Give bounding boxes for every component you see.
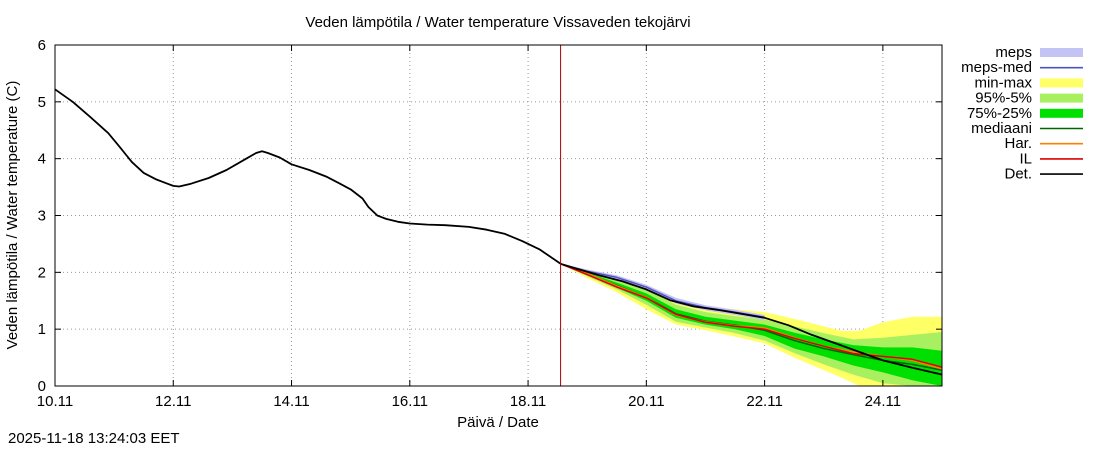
x-tick-label: 16.11 — [392, 393, 428, 410]
il-series-line — [560, 263, 942, 368]
timestamp: 2025-11-18 13:24:03 EET — [8, 430, 180, 447]
y-tick-label: 3 — [38, 208, 46, 225]
x-tick-label: 10.11 — [37, 393, 73, 410]
legend-label-har: Har. — [1004, 135, 1032, 152]
y-tick-label: 2 — [38, 264, 46, 281]
y-tick-label: 5 — [38, 94, 46, 111]
legend-label-det: Det. — [1004, 166, 1032, 183]
tick-layer: 0 1 2 3 4 5 6 10.11 12.11 14.11 16.11 18.11 20.11 22.… — [37, 37, 942, 410]
p75_25-band — [560, 263, 942, 386]
x-tick-label: 20.11 — [628, 393, 664, 410]
x-tick-label: 18.11 — [510, 393, 546, 410]
y-tick-label: 4 — [38, 151, 46, 168]
legend-swatch-p95_5 — [1040, 93, 1083, 103]
x-tick-label: 22.11 — [746, 393, 782, 410]
legend-label-minmax: min-max — [974, 74, 1032, 91]
legend-label-mediaani: mediaani — [971, 120, 1032, 137]
legend: mepsmeps-medmin-max95%-5%75%-25%mediaani… — [961, 44, 1083, 183]
y-axis-label: Veden lämpötila / Water temperature (C) — [4, 81, 21, 350]
legend-label-il: IL — [1019, 150, 1032, 167]
x-tick-label: 24.11 — [865, 393, 901, 410]
legend-label-p95_5: 95%-5% — [975, 90, 1032, 107]
y-tick-label: 0 — [38, 378, 46, 395]
x-tick-label: 14.11 — [273, 393, 309, 410]
legend-swatch-meps — [1040, 48, 1083, 57]
legend-swatch-minmax — [1040, 78, 1083, 88]
det-series-line — [55, 88, 942, 376]
legend-swatch-p75_25 — [1040, 108, 1083, 118]
y-tick-label: 6 — [38, 37, 46, 54]
legend-label-meps: meps — [995, 44, 1032, 61]
y-tick-label: 1 — [38, 321, 46, 338]
x-tick-label: 12.11 — [155, 393, 191, 410]
legend-label-meps_med: meps-med — [961, 59, 1032, 76]
x-axis-label: Päivä / Date — [457, 414, 539, 431]
legend-label-p75_25: 75%-25% — [967, 105, 1032, 122]
series-layer — [55, 88, 942, 386]
chart-title: Veden lämpötila / Water temperature Viss… — [305, 14, 690, 31]
